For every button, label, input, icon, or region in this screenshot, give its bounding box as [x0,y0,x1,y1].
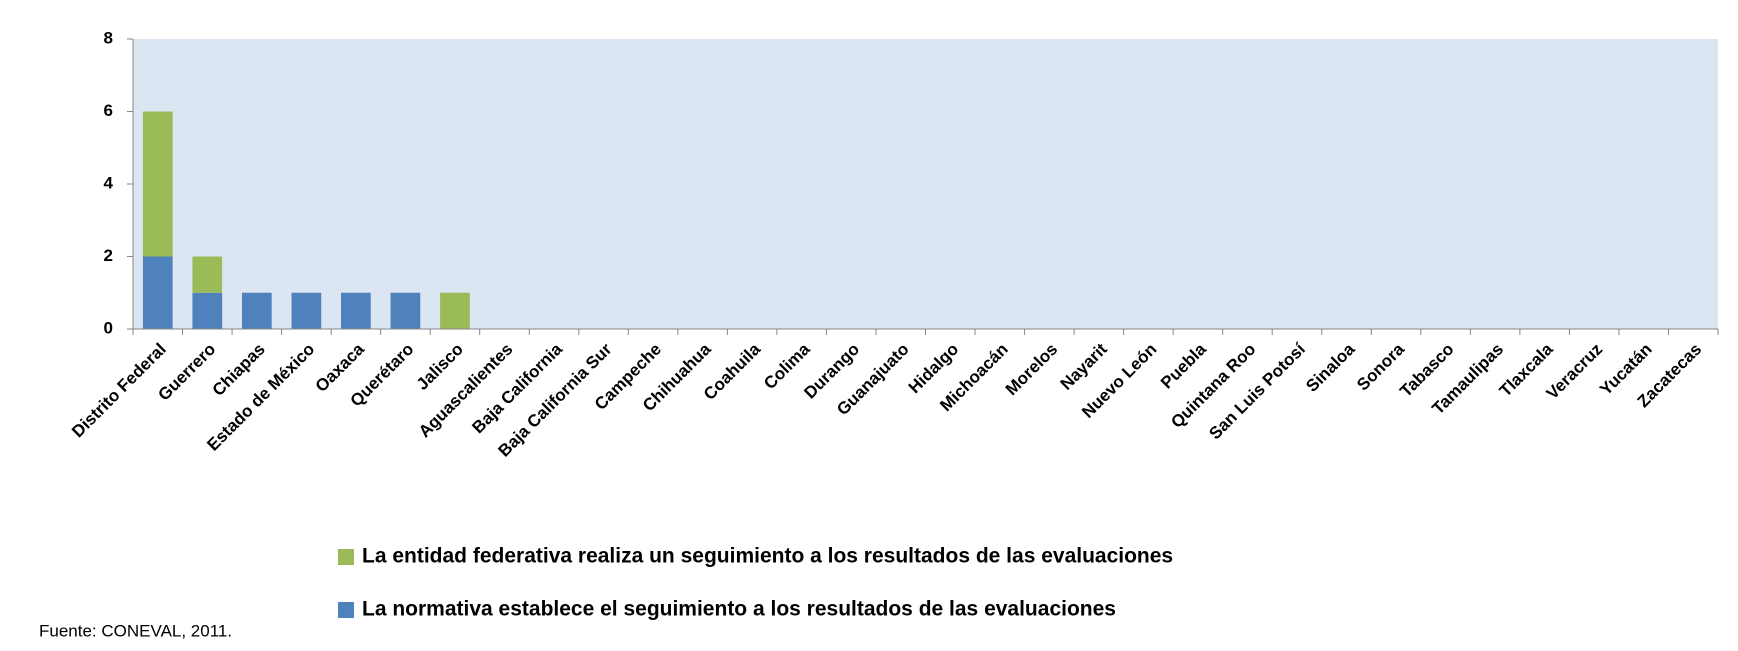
bar-segment [241,292,272,329]
legend-swatch [338,549,354,565]
x-tick-label: Morelos [1002,340,1062,400]
x-tick-label: Baja California [468,339,566,437]
bar-segment [291,292,322,329]
x-tick-label: Quintana Roo [1167,340,1259,432]
bar-segment [192,256,223,293]
legend-swatch [338,602,354,618]
bar-segment [341,292,371,329]
bar-segment [142,256,173,329]
y-tick-label: 4 [104,173,114,192]
legend-label: La entidad federativa realiza un seguimi… [362,545,1173,568]
bar-segment [390,292,421,329]
bar-segment [440,292,470,329]
y-tick-label: 2 [104,246,113,265]
y-tick-label: 8 [104,28,113,47]
bar-segment [142,111,173,257]
x-tick-label: Sinaloa [1302,339,1359,396]
legend-label: La normativa establece el seguimiento a … [362,598,1116,621]
y-tick-label: 6 [104,101,113,120]
y-tick-label: 0 [104,318,113,337]
plot-area [133,39,1718,329]
source: Fuente: CONEVAL, 2011. [39,621,232,640]
bar-segment [192,292,223,329]
